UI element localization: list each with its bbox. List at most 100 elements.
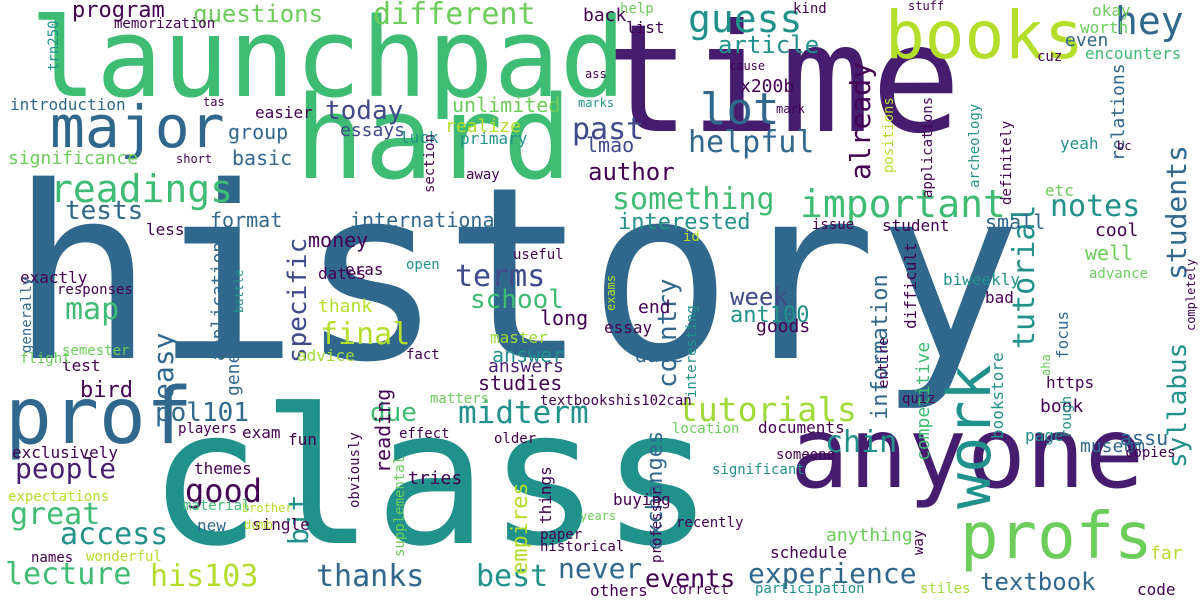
word-memorization: memorization bbox=[114, 16, 216, 32]
word-entire: entire bbox=[876, 337, 892, 388]
word-his103: his103 bbox=[150, 559, 259, 594]
word-far: far bbox=[1150, 543, 1183, 564]
word-thanks: thanks bbox=[316, 559, 425, 594]
word-events: events bbox=[645, 564, 736, 593]
word-luck: luck bbox=[400, 128, 439, 147]
word-ass: ass bbox=[585, 67, 607, 81]
word-author: author bbox=[588, 158, 675, 186]
word-archeology: archeology bbox=[967, 103, 983, 188]
word-recently: recently bbox=[676, 515, 744, 531]
word-bookstore: bookstore bbox=[988, 352, 1007, 440]
word-https: https bbox=[1046, 373, 1095, 392]
word-map: map bbox=[65, 292, 120, 327]
word-etc: etc bbox=[1045, 181, 1074, 200]
word-general: general bbox=[223, 320, 244, 397]
word-cool: cool bbox=[1095, 220, 1139, 241]
word-article: article bbox=[718, 31, 820, 59]
word-tas: tas bbox=[203, 95, 225, 109]
word-names: names bbox=[31, 550, 74, 566]
word-format: format bbox=[210, 208, 283, 232]
word-positions: positions bbox=[881, 96, 897, 173]
word-definitely: definitely bbox=[999, 120, 1015, 205]
word-years: years bbox=[580, 509, 617, 523]
word-flight: flight bbox=[20, 351, 71, 367]
word-textbookshis102can: textbookshis102can bbox=[540, 393, 692, 409]
word-helpful: helpful bbox=[688, 125, 815, 160]
word-class: class bbox=[148, 369, 714, 588]
word-different: different bbox=[373, 0, 536, 32]
word-hey: hey bbox=[1115, 0, 1184, 43]
word-best: best bbox=[476, 559, 549, 594]
word-semester: semester bbox=[62, 343, 130, 359]
word-something: something bbox=[612, 182, 775, 217]
word-responses: responses bbox=[57, 282, 133, 298]
word-book: book bbox=[1040, 396, 1084, 417]
word-quiz: quiz bbox=[902, 391, 936, 407]
word-time: time bbox=[600, 0, 962, 167]
word-code: code bbox=[1137, 580, 1176, 599]
word-kind: kind bbox=[793, 1, 827, 17]
word-easy: easy bbox=[147, 332, 180, 401]
word-even: even bbox=[1065, 30, 1109, 51]
word-eras: eras bbox=[345, 260, 384, 279]
word-interested: interested bbox=[618, 210, 751, 235]
word-single: single bbox=[252, 515, 310, 534]
word-goods: goods bbox=[756, 316, 811, 337]
word-easier: easier bbox=[255, 103, 313, 122]
word-pol101: pol101 bbox=[155, 398, 249, 428]
word-battle: battle bbox=[232, 269, 246, 313]
word-completely: completely bbox=[1184, 258, 1198, 331]
word-small: small bbox=[985, 210, 1046, 234]
word-worth: worth bbox=[1080, 18, 1129, 37]
word-paper: paper bbox=[540, 527, 583, 543]
word-good: good bbox=[185, 472, 263, 510]
word-encounters: encounters bbox=[1085, 44, 1182, 63]
word-past: past bbox=[572, 112, 645, 147]
word-bird: bird bbox=[80, 378, 133, 403]
word-effect: effect bbox=[399, 426, 450, 442]
word-interesting: interesting bbox=[684, 304, 700, 398]
word-away: away bbox=[466, 167, 500, 183]
word-generally: generally bbox=[19, 276, 35, 353]
word-fact: fact bbox=[406, 347, 440, 363]
word-wonderful: wonderful bbox=[86, 549, 162, 565]
word-profs: profs bbox=[960, 500, 1153, 574]
word-help: help bbox=[620, 1, 654, 17]
word-answers: answers bbox=[488, 356, 564, 377]
word-specific: specific bbox=[283, 238, 313, 364]
word-significant: significant bbox=[712, 462, 805, 478]
word-significance: significance bbox=[8, 148, 139, 169]
word-schedule: schedule bbox=[770, 543, 848, 562]
word-today: today bbox=[325, 96, 404, 126]
word-terms: terms bbox=[455, 259, 546, 294]
word-primary: primary bbox=[460, 129, 528, 148]
word-bc: bc bbox=[1117, 139, 1132, 153]
word-school: school bbox=[470, 285, 564, 315]
word-short: short bbox=[176, 152, 213, 166]
word-stuff: stuff bbox=[908, 0, 945, 13]
word-copies: copies bbox=[1125, 445, 1176, 461]
word-expectations: expectations bbox=[8, 489, 110, 505]
word-reading: reading bbox=[371, 388, 395, 473]
word-thank: thank bbox=[318, 296, 373, 317]
word-advance: advance bbox=[1089, 266, 1149, 282]
word-exam: exam bbox=[242, 423, 281, 442]
word-test: test bbox=[62, 356, 101, 375]
word-readings: readings bbox=[50, 167, 234, 211]
word-rough: rough bbox=[1059, 395, 1075, 438]
word-issue: issue bbox=[812, 217, 855, 233]
word-bad: bad bbox=[985, 288, 1014, 307]
word-midterm: midterm bbox=[458, 395, 589, 431]
word-tries: tries bbox=[408, 468, 463, 489]
word-questions: questions bbox=[193, 0, 324, 28]
word-essay: essay bbox=[604, 318, 653, 337]
word-well: well bbox=[1085, 241, 1134, 265]
word-new: new bbox=[197, 516, 226, 535]
word-matters: matters bbox=[430, 391, 490, 407]
word-realize: realize bbox=[445, 116, 521, 137]
word-lmao: lmao bbox=[586, 133, 635, 157]
word-money: money bbox=[308, 228, 369, 252]
word-useful: useful bbox=[513, 247, 564, 263]
word-great: great bbox=[10, 497, 101, 532]
word-x200b: x200b bbox=[740, 76, 795, 97]
